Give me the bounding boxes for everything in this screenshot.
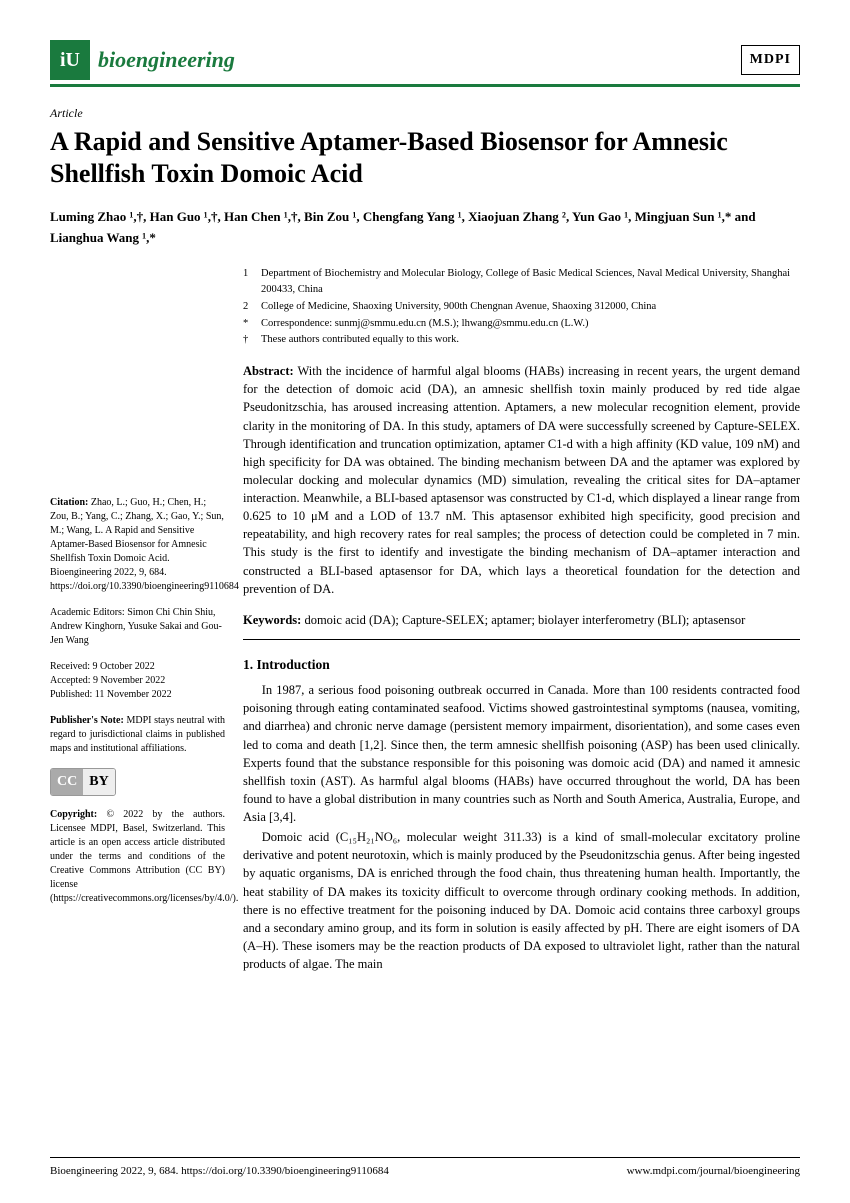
section-heading: 1. Introduction (243, 656, 800, 675)
journal-logo-icon: iU (50, 40, 90, 80)
footer-url: www.mdpi.com/journal/bioengineering (627, 1164, 800, 1179)
page-footer: Bioengineering 2022, 9, 684. https://doi… (50, 1157, 800, 1179)
affiliation-text: Department of Biochemistry and Molecular… (261, 266, 800, 298)
published-date: Published: 11 November 2022 (50, 688, 225, 702)
citation-text: Zhao, L.; Guo, H.; Chen, H.; Zou, B.; Ya… (50, 497, 239, 592)
affiliation-row: 2 College of Medicine, Shaoxing Universi… (243, 299, 800, 315)
affiliation-marker: 1 (243, 266, 253, 298)
publisher-badge: MDPI (741, 45, 800, 75)
article-type: Article (50, 105, 800, 122)
body-paragraph: Domoic acid (C₁₅H₂₁NO₆, molecular weight… (243, 828, 800, 973)
citation-label: Citation: (50, 497, 88, 508)
journal-logo-group: iU bioengineering (50, 40, 235, 80)
affiliation-text: College of Medicine, Shaoxing University… (261, 299, 656, 315)
abstract-text: With the incidence of harmful algal bloo… (243, 364, 800, 596)
cc-by-icon: CCBY (50, 768, 116, 796)
license-badge-block: CCBY (50, 768, 225, 796)
header-bar: iU bioengineering MDPI (50, 40, 800, 87)
section-divider (243, 639, 800, 640)
affiliation-marker: 2 (243, 299, 253, 315)
copyright-label: Copyright: (50, 809, 97, 820)
footer-citation: Bioengineering 2022, 9, 684. https://doi… (50, 1164, 389, 1179)
main-column: 1 Department of Biochemistry and Molecul… (243, 266, 800, 975)
accepted-date: Accepted: 9 November 2022 (50, 674, 225, 688)
citation-block: Citation: Zhao, L.; Guo, H.; Chen, H.; Z… (50, 496, 225, 594)
dates-block: Received: 9 October 2022 Accepted: 9 Nov… (50, 660, 225, 702)
affiliation-row: † These authors contributed equally to t… (243, 332, 800, 348)
abstract-label: Abstract: (243, 364, 294, 378)
affiliation-marker: † (243, 332, 253, 348)
keywords-label: Keywords: (243, 613, 301, 627)
sidebar-column: Citation: Zhao, L.; Guo, H.; Chen, H.; Z… (50, 266, 225, 975)
affiliations-list: 1 Department of Biochemistry and Molecul… (243, 266, 800, 348)
affiliation-row: 1 Department of Biochemistry and Molecul… (243, 266, 800, 298)
received-date: Received: 9 October 2022 (50, 660, 225, 674)
affiliation-text: These authors contributed equally to thi… (261, 332, 459, 348)
abstract-block: Abstract: With the incidence of harmful … (243, 362, 800, 598)
keywords-block: Keywords: domoic acid (DA); Capture-SELE… (243, 612, 800, 630)
affiliation-text: Correspondence: sunmj@smmu.edu.cn (M.S.)… (261, 316, 588, 332)
publisher-note-label: Publisher's Note: (50, 715, 124, 726)
keywords-text: domoic acid (DA); Capture-SELEX; aptamer… (304, 613, 745, 627)
author-list: Luming Zhao ¹,†, Han Guo ¹,†, Han Chen ¹… (50, 207, 800, 249)
journal-name: bioengineering (98, 45, 235, 76)
editors-block: Academic Editors: Simon Chi Chin Shiu, A… (50, 606, 225, 648)
affiliation-marker: * (243, 316, 253, 332)
copyright-text: © 2022 by the authors. Licensee MDPI, Ba… (50, 809, 238, 904)
article-title: A Rapid and Sensitive Aptamer-Based Bios… (50, 126, 800, 191)
body-paragraph: In 1987, a serious food poisoning outbre… (243, 681, 800, 826)
copyright-block: Copyright: © 2022 by the authors. Licens… (50, 808, 225, 906)
publisher-note-block: Publisher's Note: MDPI stays neutral wit… (50, 714, 225, 756)
affiliation-row: * Correspondence: sunmj@smmu.edu.cn (M.S… (243, 316, 800, 332)
editors-label: Academic Editors: (50, 607, 125, 618)
